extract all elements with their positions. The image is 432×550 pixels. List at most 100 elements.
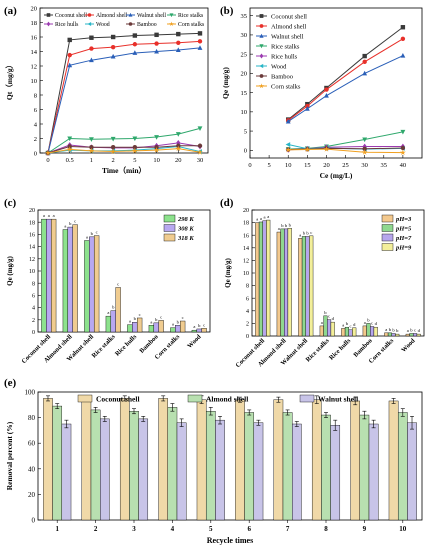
panel-b-legend-marker (259, 63, 264, 69)
panel-c-bar (153, 322, 159, 333)
panel-a-ytick-label: 14 (31, 49, 38, 56)
panel-e-bar (81, 398, 92, 521)
panel-c-bar-annotation: b (134, 316, 137, 321)
panel-c-bar-annotation: a (129, 319, 131, 324)
panel-c-bar-annotation: a (43, 213, 45, 218)
panel-e-bar (368, 423, 379, 521)
panel-c-legend-label: 318 K (177, 235, 194, 242)
panel-d-bar-annotation: a (321, 320, 323, 325)
panel-c-legend-label: 298 K (177, 216, 194, 223)
panel-e-xtick-label: 2 (94, 525, 98, 533)
panel-a-legend-marker (87, 13, 92, 17)
panel-a-ytick-label: 18 (31, 20, 38, 27)
panel-d-bar-annotation: b (392, 327, 395, 332)
panel-b-legend-label: Rice hulls (271, 53, 298, 60)
panel-a-legend-marker (128, 22, 133, 26)
panel-d-bar-annotation: b (346, 321, 349, 326)
panel-d-ytick-label: 10 (243, 271, 249, 277)
panel-d-bar (413, 333, 418, 337)
panel-c-bar-annotation: c (74, 219, 76, 224)
panel-e-bar (100, 418, 110, 521)
panel-d-bar (319, 325, 324, 337)
panel-d-ytick-label: 4 (246, 309, 249, 315)
panel-d-bar-annotation: b (289, 222, 292, 227)
panel-b-ytick-label: 0 (244, 148, 247, 155)
panel-d-bar (405, 333, 410, 337)
panel-a-point (110, 136, 116, 142)
panel-d-bar-annotation: a (407, 328, 409, 333)
panel-a-ytick-label: 20 (31, 5, 38, 12)
panel-a-point (131, 147, 138, 154)
panel-c-bar (148, 325, 155, 333)
panel-b-point (305, 103, 310, 109)
panel-e-chart: 0 20 40 60 80 100 Removal percent (%) 1 2 3 4 5 6 7 8 9… (5, 388, 423, 545)
panel-a-legend-marker (169, 21, 174, 27)
panel-b-legend-label: Almond shell (271, 23, 306, 30)
panel-d-label: (d) (220, 197, 234, 209)
panel-e-bar (273, 399, 284, 521)
panel-c-bar-annotation: b (69, 221, 72, 226)
panel-e-xtick-label: 10 (399, 525, 407, 533)
panel-d-bar (362, 325, 367, 337)
panel-e-ytick-label: 80 (28, 414, 36, 422)
panel-a-point (67, 37, 72, 43)
panel-d-ytick-label: 8 (246, 284, 249, 290)
panel-c-bar (105, 315, 112, 333)
panel-b-ytick-label: 25 (241, 51, 248, 58)
panel-e-ytick-label: 60 (28, 440, 36, 448)
panel-e-legend-label: Coconut shell (96, 395, 140, 404)
panel-a-legend-label: Rice stalks (178, 13, 204, 19)
panel-a-point (197, 143, 203, 148)
panel-d-ytick-label: 14 (243, 246, 249, 252)
panel-d-bar (284, 228, 289, 337)
panel-d-bar (298, 238, 303, 337)
panel-d-bar (370, 326, 375, 337)
panel-b-xtick-label: 25 (342, 162, 349, 169)
panel-e-bar (292, 423, 302, 521)
panel-d-ytick-label: 16 (243, 233, 249, 239)
panel-a-series-line (47, 127, 201, 154)
panel-a-legend-label: Coconut shell (55, 13, 87, 19)
panel-b-point (399, 149, 406, 156)
panel-d-bar-annotation: d (375, 321, 378, 326)
panel-c-bar-annotation: c (182, 315, 184, 320)
panel-e-xtick-label: 4 (171, 525, 175, 533)
panel-c-category-label: Wood (186, 333, 203, 350)
panel-a-legend-label: Bamboo (137, 22, 157, 28)
panel-a-point (132, 136, 138, 142)
panel-b-point (362, 53, 367, 59)
panel-e-bar (359, 414, 370, 521)
panel-e-legend-label: Almond shell (206, 395, 248, 404)
panel-d-legend-swatch (381, 224, 394, 232)
panel-c-bar (93, 235, 100, 333)
panel-d-bar-annotation: b (281, 223, 284, 228)
panel-d-category-label: Rice stalks (305, 337, 331, 363)
panel-a-point (175, 132, 181, 137)
panel-b-point (400, 36, 406, 41)
panel-a-legend-marker (46, 13, 51, 17)
panel-c-bar (84, 240, 90, 333)
panel-a-point (89, 46, 94, 51)
panel-e-bar (253, 422, 264, 521)
panel-d-legend-label: pH=5 (395, 226, 412, 233)
panel-a-point (67, 52, 72, 58)
panel-c-bar (46, 218, 52, 333)
panel-b-point (400, 129, 406, 135)
panel-d-bar-annotation: d (353, 322, 356, 327)
panel-b-xtick-label: 20 (323, 162, 330, 169)
panel-d-bar (366, 323, 371, 337)
panel-d-bar (323, 315, 328, 337)
panel-e-ytick-label: 100 (25, 388, 36, 396)
panel-c-bar (89, 236, 95, 333)
panel-d-bar-annotation: c (350, 324, 352, 329)
panel-e-bar (52, 405, 63, 521)
panel-a-point (197, 149, 203, 155)
panel-b-series-line (288, 148, 403, 154)
panel-d-bar (262, 220, 267, 337)
panel-a-point (132, 50, 138, 55)
panel-a-point (88, 147, 95, 154)
panel-d-bar-annotation: c (371, 321, 373, 326)
panel-a-ytick-label: 12 (31, 63, 38, 70)
panel-c-bar-annotation: a (86, 235, 88, 240)
